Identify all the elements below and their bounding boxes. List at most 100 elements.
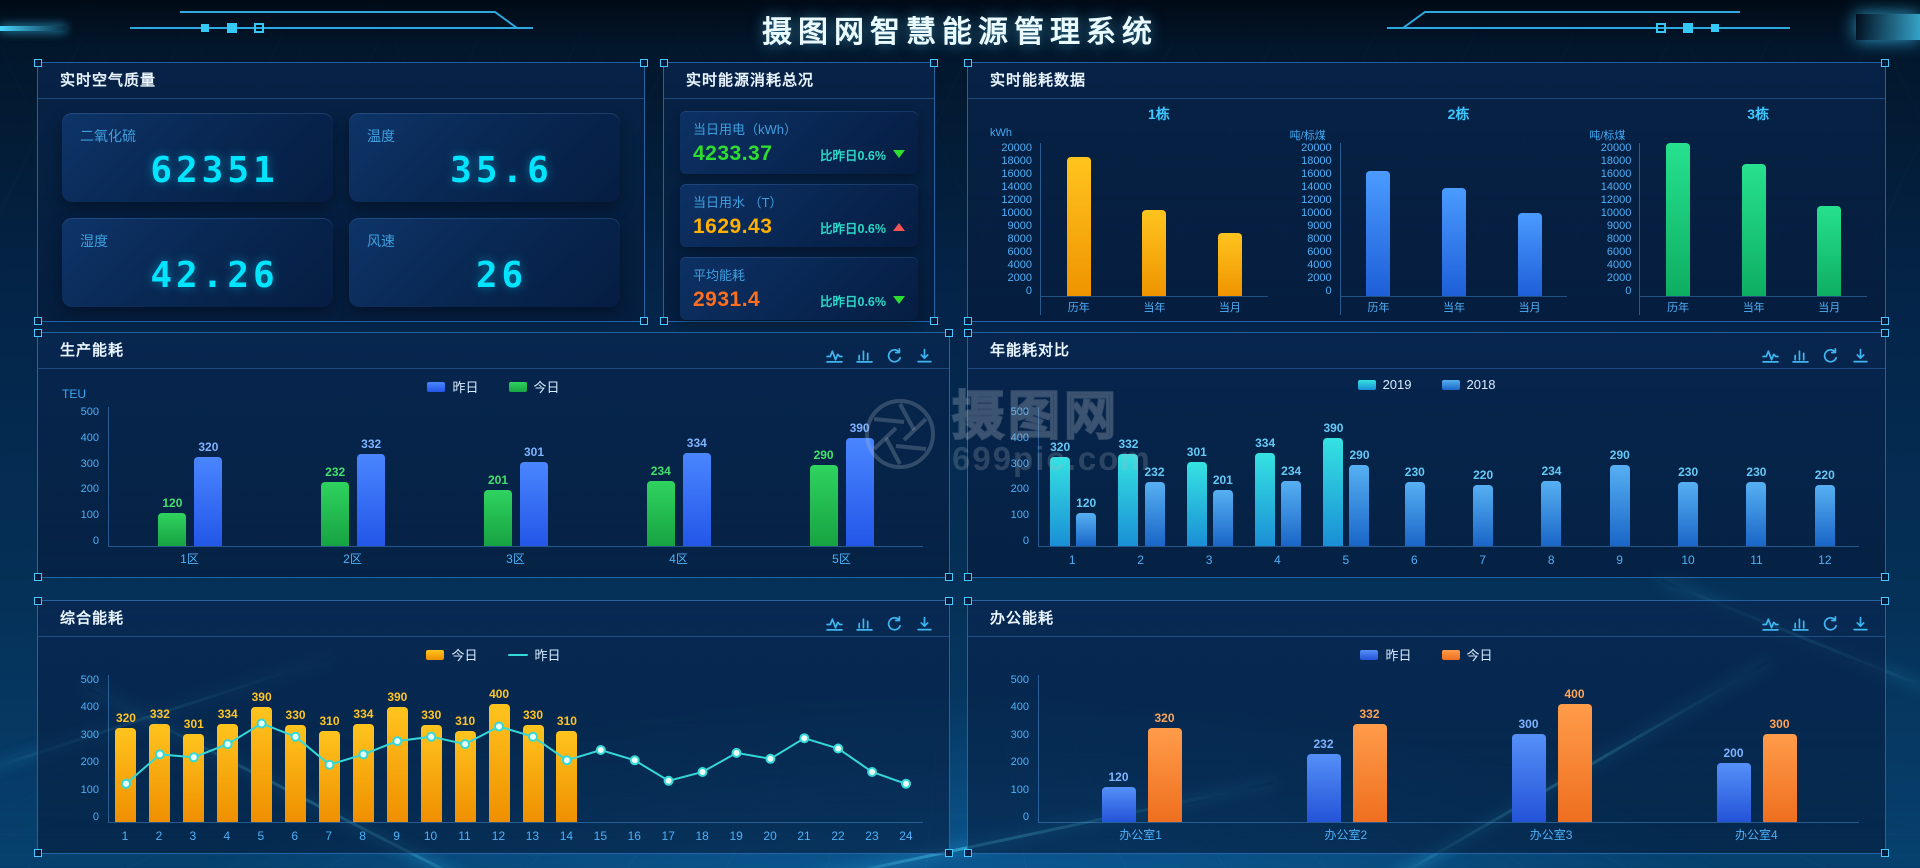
bar [357, 454, 386, 546]
download-icon[interactable] [1852, 342, 1869, 363]
axis-tick: 8000 [1007, 233, 1032, 245]
legend-item[interactable]: 今日 [508, 377, 560, 396]
axis-category-label: 9 [393, 829, 400, 843]
panel-corner [964, 573, 972, 581]
plot-area: 320 120 332 232 301 201 334 234 390 290 230 220 234 2… [1038, 407, 1859, 567]
legend-item[interactable]: 昨日 [1360, 645, 1412, 664]
bar-value-label: 230 [1678, 465, 1699, 479]
panel-energy-summary: 实时能源消耗总况 当日用电（kWh） 4233.37 比昨日0.6% 当日用水 （T）… [660, 59, 938, 325]
panel-title-bar: 实时能源消耗总况 [664, 63, 934, 99]
bar [682, 453, 711, 546]
panel-corner [34, 317, 42, 325]
compare-yesterday: 比昨日0.6% [820, 218, 905, 237]
office-chart: 昨日 今日 500 400 300 200 100 0 120 320 232 332 300 400 2… [968, 637, 1885, 853]
axis-tick: 8000 [1307, 233, 1332, 245]
axis-category-label: 1区 [180, 552, 199, 566]
legend-item[interactable]: 今日 [426, 645, 478, 664]
line-chart-icon[interactable] [826, 342, 843, 363]
refresh-icon[interactable] [1822, 610, 1839, 631]
download-icon[interactable] [916, 342, 933, 363]
stat-value: 62351 [150, 150, 279, 191]
legend-item[interactable]: 昨日 [507, 645, 561, 664]
bar [158, 513, 187, 546]
legend-item[interactable]: 昨日 [427, 377, 479, 396]
bar-group: 334 234 [1244, 407, 1312, 546]
bar-with-label: 201 [483, 407, 512, 546]
bar-chart-icon[interactable] [1792, 610, 1809, 631]
axis-category-label: 10 [423, 829, 438, 843]
axis-category-label: 20 [763, 829, 777, 843]
bar [1349, 465, 1370, 546]
air-quality-body: 二氧化硫 62351 温度 35.6 湿度 42.26 风速 26 [38, 99, 644, 321]
bar-with-label: 320 [194, 407, 223, 546]
bar [1609, 465, 1630, 546]
bar [1517, 213, 1542, 296]
bar-with-label: 301 [519, 407, 548, 546]
axis-tick: 2000 [1606, 272, 1632, 284]
axis-category-label: 23 [865, 829, 879, 843]
axis-tick: 200 [1010, 756, 1029, 769]
comprehensive-chart: 今日 昨日 500 400 300 200 100 0 320 332 301 334 390 330 3… [38, 637, 949, 853]
panel-title: 年能耗对比 [990, 342, 1071, 359]
compare-yesterday: 比昨日0.6% [820, 145, 905, 164]
refresh-icon[interactable] [886, 610, 903, 631]
axis-tick: 300 [1010, 457, 1029, 470]
axis-category-label: 10 [1681, 553, 1695, 567]
energy-summary-body: 当日用电（kWh） 4233.37 比昨日0.6% 当日用水 （T） 1629.43 比昨… [664, 99, 934, 321]
legend-label: 今日 [451, 648, 478, 663]
line-chart-icon[interactable] [826, 610, 843, 631]
bar [1817, 206, 1842, 296]
panel-corner [1881, 573, 1889, 581]
axis-category-label: 9 [1616, 553, 1623, 567]
axis-tick: 4000 [1606, 259, 1632, 271]
axis-tick: 0 [92, 534, 99, 547]
panel-title-bar: 实时空气质量 [38, 63, 644, 99]
stat-label: 风速 [367, 233, 395, 249]
axis-tick: 10000 [1600, 207, 1632, 219]
bar-chart-icon[interactable] [856, 610, 873, 631]
refresh-icon[interactable] [886, 342, 903, 363]
bar-group: 290 390 [760, 407, 923, 546]
axis-category-label: 7 [325, 829, 333, 843]
trend-down-icon [893, 296, 905, 304]
bar [1186, 462, 1207, 546]
bar-value-label: 301 [523, 445, 544, 459]
panel-title: 实时空气质量 [60, 72, 157, 89]
panel-corner [34, 573, 42, 581]
axis-category-label: 5 [257, 829, 265, 843]
bar-with-label: 390 [845, 407, 874, 546]
legend-label: 2018 [1466, 377, 1496, 392]
bar-value-label: 290 [1609, 448, 1630, 462]
refresh-icon[interactable] [1822, 342, 1839, 363]
bar-with-label: 120 [1076, 407, 1096, 546]
line-chart-icon[interactable] [1762, 610, 1779, 631]
axis-tick: 0 [1325, 285, 1332, 297]
legend-item[interactable]: 2018 [1441, 377, 1496, 392]
axis-category-label: 12 [491, 829, 506, 843]
stat-label: 湿度 [80, 233, 108, 249]
x-axis-labels: 1 2 3 4 5 6 7 8 9 10 11 12 13 14 15 16 17 18 19 20 21 22 23 24 [108, 823, 923, 843]
axis-category-label: 办公室4 [1735, 828, 1778, 842]
bar [1666, 143, 1691, 296]
download-icon[interactable] [916, 610, 933, 631]
legend-item[interactable]: 今日 [1441, 645, 1493, 664]
axis-category-label: 办公室3 [1529, 828, 1573, 842]
bar-value-label: 334 [686, 436, 707, 450]
y-axis: 500 400 300 200 100 0 [986, 407, 1038, 567]
bar-value-label: 320 [1154, 711, 1175, 725]
bar-chart-icon[interactable] [1792, 342, 1809, 363]
panel-corner [945, 329, 953, 337]
download-icon[interactable] [1852, 610, 1869, 631]
bar-value-label: 332 [1359, 707, 1380, 721]
panel-air-quality: 实时空气质量 二氧化硫 62351 温度 35.6 湿度 42.26 风速 26 [34, 59, 648, 325]
compare-yesterday: 比昨日0.6% [820, 291, 905, 310]
bar-chart-icon[interactable] [856, 342, 873, 363]
plot-area: 历年 当年 当月 [1040, 143, 1268, 315]
axis-category-label: 17 [661, 829, 675, 843]
axis-unit-label: kWh [990, 127, 1012, 139]
legend-item[interactable]: 2019 [1357, 377, 1412, 392]
panel-corner [34, 849, 42, 857]
line-chart-icon[interactable] [1762, 342, 1779, 363]
bar [1404, 482, 1425, 546]
panel-title: 生产能耗 [60, 342, 125, 359]
